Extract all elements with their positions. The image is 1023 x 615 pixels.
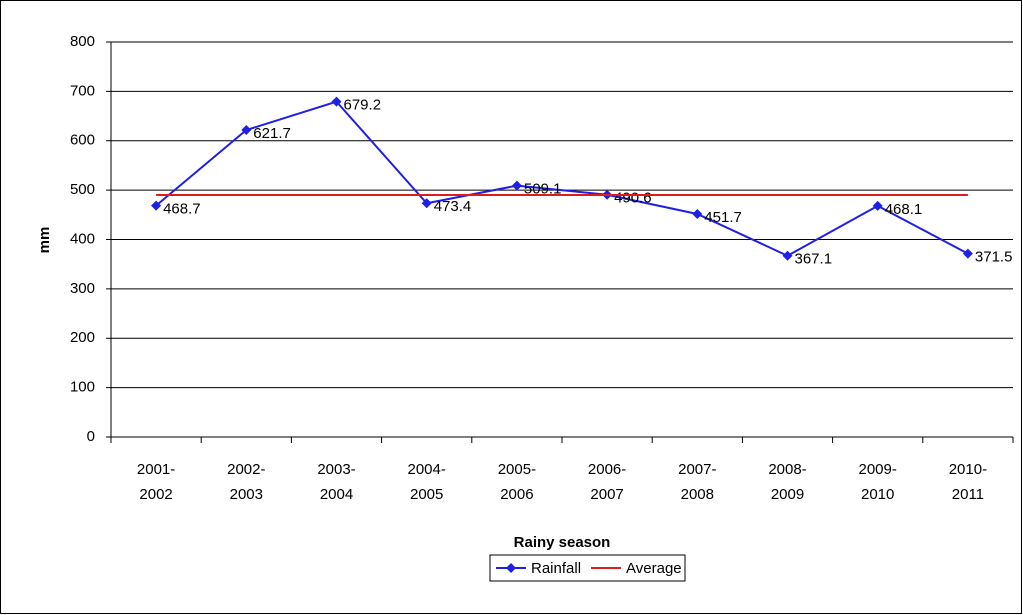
x-tick-label-line: 2007	[590, 486, 623, 503]
data-label: 468.1	[885, 201, 923, 218]
y-tick-label: 700	[70, 82, 95, 99]
x-tick-label: 2009- 2010	[859, 461, 897, 503]
data-point	[962, 248, 973, 259]
x-tick-label-line: 2003-	[317, 461, 355, 478]
x-tick-label-line: 2010	[861, 486, 894, 503]
x-tick-label-line: 2002-	[227, 461, 265, 478]
y-tick-label: 800	[70, 33, 95, 50]
data-label: 367.1	[795, 251, 833, 268]
data-point	[331, 96, 342, 107]
x-tick-label: 2001- 2002	[137, 461, 175, 503]
data-point	[421, 198, 432, 209]
x-tick-label: 2005- 2006	[498, 461, 536, 503]
data-point	[511, 180, 522, 191]
y-tick-label: 0	[87, 428, 95, 445]
y-tick-label: 300	[70, 280, 95, 297]
x-tick-label-line: 2009	[771, 486, 804, 503]
x-tick-label-line: 2006-	[588, 461, 626, 478]
data-label: 679.2	[344, 97, 382, 114]
x-tick-label: 2004- 2005	[408, 461, 446, 503]
data-point	[782, 250, 793, 261]
x-tick-label: 2006- 2007	[588, 461, 626, 503]
legend-marker	[506, 563, 516, 573]
data-label: 473.4	[434, 198, 472, 215]
series-line	[155, 100, 969, 257]
x-tick-label-line: 2001-	[137, 461, 175, 478]
data-point	[241, 125, 252, 136]
x-tick-label-line: 2004	[320, 486, 353, 503]
x-tick-label-line: 2009-	[859, 461, 897, 478]
x-tick-label-line: 2008	[681, 486, 714, 503]
x-tick-label: 2007- 2008	[678, 461, 716, 503]
data-label: 451.7	[704, 209, 742, 226]
y-tick-label: 500	[70, 181, 95, 198]
x-tick-label-line: 2005-	[498, 461, 536, 478]
legend-label: Rainfall	[531, 560, 581, 577]
y-tick-label: 200	[70, 329, 95, 346]
x-tick-label-line: 2007-	[678, 461, 716, 478]
x-tick-label-line: 2011	[952, 486, 984, 503]
data-label: 371.5	[975, 249, 1013, 266]
y-tick-label: 100	[70, 379, 95, 396]
x-tick-label-line: 2006	[500, 486, 533, 503]
x-tick-label-line: 2010-	[949, 461, 987, 478]
data-point	[692, 208, 703, 219]
data-label: 468.7	[163, 201, 201, 218]
y-tick-label: 600	[70, 132, 95, 149]
x-tick-label-line: 2008-	[768, 461, 806, 478]
y-axis-label: mm	[36, 227, 53, 254]
data-point	[151, 200, 162, 211]
x-tick-label: 2003- 2004	[317, 461, 355, 503]
data-label: 621.7	[253, 125, 291, 142]
x-tick-label-line: 2003	[230, 486, 263, 503]
x-axis-label: Rainy season	[514, 534, 611, 551]
data-point	[872, 200, 883, 211]
x-tick-label: 2010- 2011	[949, 461, 987, 503]
x-tick-label-line: 2004-	[408, 461, 446, 478]
x-tick-label-line: 2002	[139, 486, 172, 503]
legend-label: Average	[626, 560, 682, 577]
x-tick-label-line: 2005	[410, 486, 443, 503]
y-tick-label: 400	[70, 230, 95, 247]
data-label: 490.6	[614, 190, 652, 207]
x-tick-label: 2002- 2003	[227, 461, 265, 503]
data-label: 509.1	[524, 181, 562, 198]
x-tick-label: 2008- 2009	[768, 461, 806, 503]
